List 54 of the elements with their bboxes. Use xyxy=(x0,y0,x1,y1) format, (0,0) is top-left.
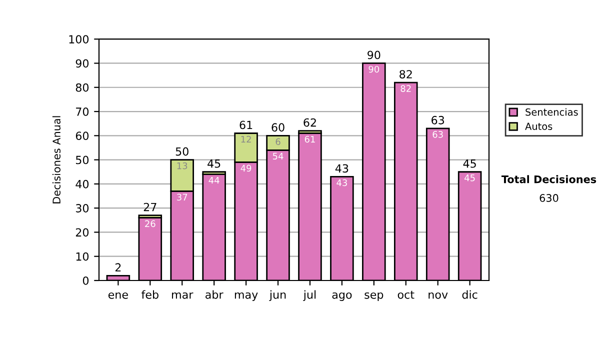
data-label: 54 xyxy=(272,152,284,160)
x-tick-label: jun xyxy=(269,290,286,301)
data-label: 12 xyxy=(241,136,251,143)
legend-label: Sentencias xyxy=(526,108,578,116)
data-label: 82 xyxy=(400,85,411,92)
data-label: 49 xyxy=(240,164,252,172)
y-tick-label: 40 xyxy=(76,180,89,188)
total-label: 43 xyxy=(335,164,348,173)
x-tick-label: jul xyxy=(303,290,316,301)
data-label: 90 xyxy=(368,66,380,73)
x-tick-label: sep xyxy=(364,292,384,301)
x-tick-label: feb xyxy=(142,290,158,299)
text: 630 xyxy=(540,194,558,202)
data-label: 45 xyxy=(464,174,475,182)
total-label: 90 xyxy=(368,50,380,60)
y-tick-label: 0 xyxy=(82,276,89,285)
data-label: 6 xyxy=(276,138,280,146)
y-tick-label: 100 xyxy=(69,35,89,44)
text: Total Decisiones xyxy=(501,175,596,184)
x-tick-label: ene xyxy=(108,292,128,299)
total-label: 63 xyxy=(432,116,444,124)
data-label: 44 xyxy=(208,176,220,184)
total-label: 61 xyxy=(240,120,252,130)
total-label: 27 xyxy=(144,202,156,212)
x-tick-label: oct xyxy=(398,290,414,299)
y-tick-label: 90 xyxy=(76,59,89,68)
y-tick-label: 60 xyxy=(76,132,89,140)
y-tick-label: 70 xyxy=(76,107,89,116)
data-label: 63 xyxy=(432,130,443,138)
y-tick-label: 20 xyxy=(76,228,89,237)
total-label: 45 xyxy=(463,160,476,168)
data-label: 61 xyxy=(304,136,315,143)
y-tick-label: 10 xyxy=(76,252,89,261)
total-label: 60 xyxy=(272,123,284,132)
x-tick-label: mar xyxy=(172,292,194,299)
x-tick-label: abr xyxy=(206,290,224,299)
x-tick-label: nov xyxy=(428,292,448,299)
total-label: 62 xyxy=(304,118,316,127)
x-tick-label: ago xyxy=(332,292,352,301)
data-label: 37 xyxy=(177,194,188,201)
total-label: 82 xyxy=(400,70,412,78)
y-tick-label: 50 xyxy=(76,156,89,164)
y-tick-label: 80 xyxy=(76,83,89,92)
total-label: 50 xyxy=(176,147,188,156)
total-label: 45 xyxy=(208,160,220,168)
x-tick-label: dic xyxy=(462,290,478,299)
y-tick-label: 30 xyxy=(76,204,89,212)
x-tick-label: may xyxy=(234,292,258,301)
data-label: 43 xyxy=(336,179,347,186)
data-label: 13 xyxy=(177,162,188,170)
legend-label: Autos xyxy=(525,122,552,130)
data-label: 26 xyxy=(145,220,156,228)
y-axis-title: Decisiones Anual xyxy=(52,116,60,204)
total-label: 2 xyxy=(115,263,121,272)
